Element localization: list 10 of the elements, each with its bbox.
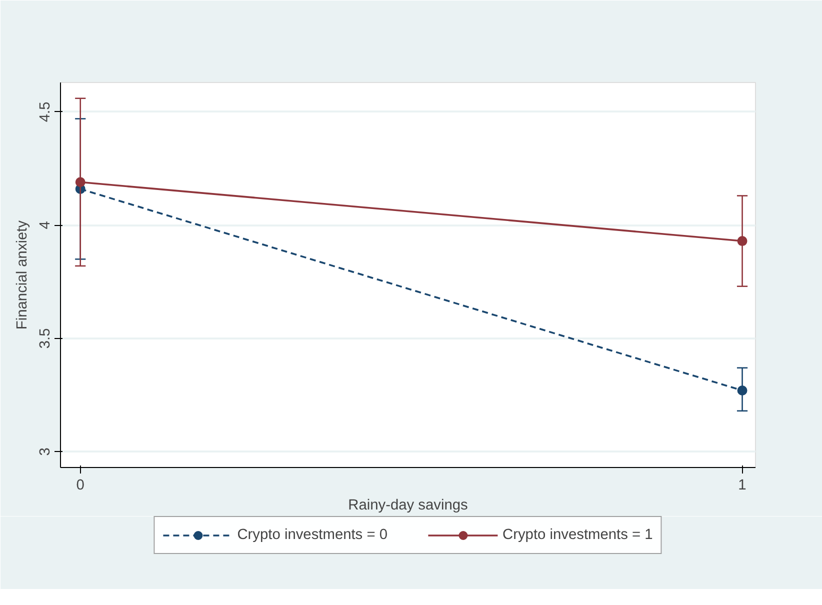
legend-label: Crypto investments = 0 <box>237 527 388 543</box>
y-tick-label: 4 <box>38 221 54 230</box>
y-tick-label: 3.5 <box>38 328 54 349</box>
y-axis-title: Financial anxiety <box>14 220 30 330</box>
y-tick-label: 4.5 <box>38 102 54 122</box>
x-axis-title: Rainy-day savings <box>348 498 468 514</box>
y-tick-label: 3 <box>38 448 54 456</box>
legend-label: Crypto investments = 1 <box>502 527 653 543</box>
x-tick-label: 1 <box>738 478 746 494</box>
x-tick-label: 0 <box>76 478 84 494</box>
